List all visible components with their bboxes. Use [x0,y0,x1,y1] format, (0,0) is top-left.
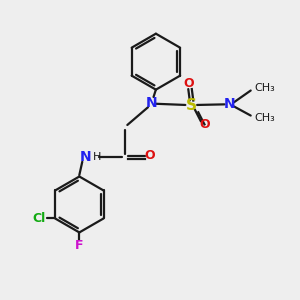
Text: O: O [145,149,155,162]
Text: O: O [183,77,194,90]
Text: CH₃: CH₃ [254,112,275,123]
Text: S: S [186,98,197,113]
Text: CH₃: CH₃ [254,83,275,93]
Text: N: N [224,98,235,111]
Text: Cl: Cl [32,212,46,225]
Text: N: N [80,150,91,164]
Text: N: N [146,96,157,110]
Text: O: O [199,118,210,131]
Text: F: F [75,239,84,252]
Text: H: H [93,152,101,162]
